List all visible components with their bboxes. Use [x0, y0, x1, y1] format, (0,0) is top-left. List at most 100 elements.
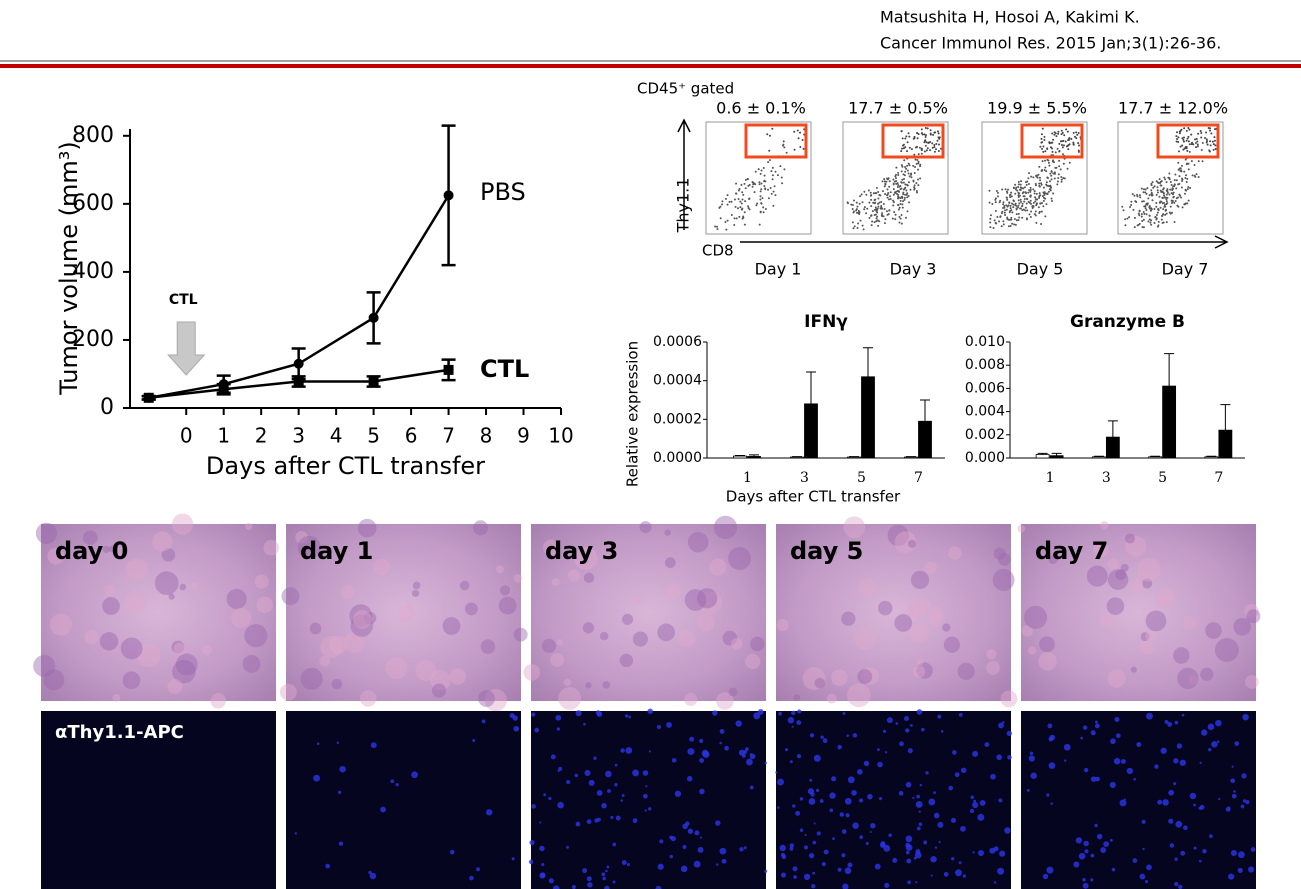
fluor-dot [749, 785, 754, 790]
flow-dot [1153, 208, 1156, 211]
fluor-dot [811, 884, 816, 889]
flow-dot [1050, 141, 1053, 144]
flow-dot [1015, 219, 1018, 222]
he-texture [666, 583, 682, 599]
fluor-dot [701, 749, 709, 757]
flow-dot [875, 209, 878, 212]
flow-dot [1064, 140, 1067, 143]
he-texture [43, 669, 65, 691]
fluor-dot [969, 808, 975, 814]
flow-dot [1164, 213, 1167, 216]
flow-dot [1162, 192, 1165, 195]
he-texture [1142, 578, 1153, 589]
flow-dot [1182, 138, 1185, 141]
flow-dot [901, 203, 904, 206]
fluor-dot [753, 712, 761, 720]
flow-dot [872, 192, 875, 195]
flow-dot [1027, 177, 1030, 180]
flow-dot [910, 148, 913, 151]
flow-dot [855, 201, 858, 204]
bar [1204, 456, 1219, 459]
annotation: CTL [169, 292, 198, 308]
fluor-dot [669, 854, 673, 859]
fluor-dot [1090, 853, 1095, 858]
fluor-dot [916, 794, 920, 799]
fluor-dot [915, 881, 918, 884]
he-texture [730, 637, 743, 650]
flow-dot [1058, 142, 1061, 145]
flow-dot [783, 146, 786, 149]
flow-dot [721, 203, 724, 206]
chart-title: IFNγ [804, 312, 848, 332]
flow-dot [771, 166, 774, 169]
flow-dot [768, 149, 771, 152]
flow-dot [1068, 136, 1071, 139]
flow-dot [852, 199, 855, 202]
fluor-dot [1233, 790, 1236, 793]
flow-dot [989, 226, 992, 229]
fluor-dot [557, 801, 564, 809]
he-texture [513, 573, 523, 583]
fluor-dot [531, 804, 536, 809]
flow-dot [1039, 145, 1042, 148]
fluor-dot [699, 758, 705, 763]
fluor-dot [647, 708, 654, 715]
flow-dot [1144, 207, 1147, 210]
flow-dot [1136, 195, 1139, 198]
fluor-dot [904, 716, 909, 721]
flow-dot [1038, 210, 1041, 213]
fluor-dot [1090, 878, 1094, 882]
flow-dot [1177, 161, 1180, 164]
flow-dot [1023, 200, 1026, 203]
fluor-dot [1133, 777, 1136, 781]
flow-dot [1160, 218, 1163, 221]
fluor-dot [669, 835, 673, 840]
fluor-dot [934, 846, 938, 849]
flow-dot [1165, 198, 1168, 201]
flow-dot [783, 168, 786, 171]
flow-dot [907, 195, 910, 198]
flow-dot [1056, 183, 1059, 186]
fluor-dot [877, 761, 883, 768]
flow-dot [873, 208, 876, 211]
flow-dot [1190, 143, 1193, 146]
flow-dot [1040, 183, 1043, 186]
y-tick-label: 200 [72, 327, 114, 352]
he-image [531, 524, 766, 701]
flow-dot [900, 130, 903, 133]
flow-dot [875, 217, 878, 220]
flow-dot [905, 167, 908, 170]
flow-dot [904, 137, 907, 140]
flow-dot [770, 170, 773, 173]
he-texture [684, 589, 707, 611]
flow-dot [774, 170, 777, 173]
flow-dot [897, 184, 900, 187]
citation: Cancer Immunol Res. 2015 Jan;3(1):26-36. [880, 34, 1221, 53]
flow-dot [1168, 172, 1171, 175]
flow-dot [917, 153, 920, 156]
fluor-dot [548, 878, 554, 884]
fluor-dot [757, 708, 764, 715]
fluor-dot [793, 875, 797, 879]
flow-dot [850, 203, 853, 206]
fluor-dot [822, 738, 828, 744]
flow-dot [1006, 216, 1009, 219]
flow-dot [1214, 128, 1217, 131]
fluor-dot [1136, 741, 1142, 747]
he-texture [125, 558, 149, 581]
flow-dot [926, 147, 929, 150]
flow-dot [1208, 129, 1211, 132]
flow-dot [892, 199, 895, 202]
fluor-dot [699, 788, 705, 795]
fluor-dot [615, 815, 621, 821]
he-texture [319, 655, 331, 667]
fluor-dot [550, 754, 556, 760]
flow-dot [1212, 143, 1215, 146]
fluor-dot [1168, 789, 1175, 796]
he-texture [912, 665, 926, 678]
fluor-image [1021, 711, 1256, 889]
fluor-dot [605, 869, 608, 873]
fluor-dot [566, 845, 569, 849]
flow-dot [1030, 175, 1033, 178]
flow-dot [852, 227, 855, 230]
